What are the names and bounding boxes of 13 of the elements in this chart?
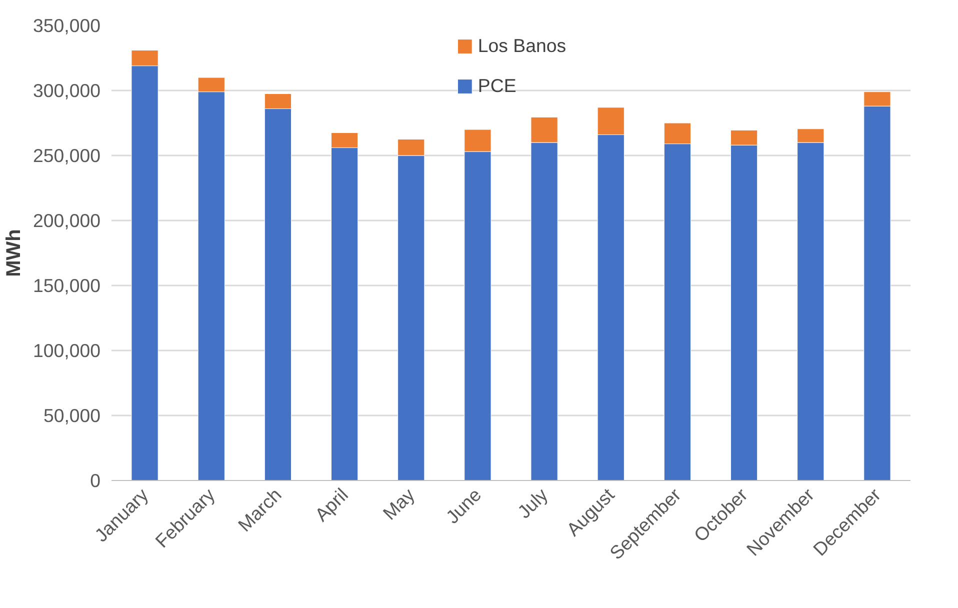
legend-label: PCE (478, 75, 516, 97)
legend-label: Los Banos (478, 35, 566, 57)
y-tick-label: 350,000 (33, 15, 101, 36)
y-tick-label: 50,000 (43, 405, 100, 426)
y-tick-label: 100,000 (33, 340, 101, 361)
y-axis-title: MWh (3, 229, 26, 277)
y-tick-label: 250,000 (33, 145, 101, 166)
x-tick-label: July (513, 484, 552, 522)
y-tick-label: 200,000 (33, 210, 101, 231)
y-tick-label: 0 (90, 470, 101, 491)
y-tick-label: 150,000 (33, 275, 101, 296)
x-tick-label: May (378, 484, 420, 524)
y-tick-label: 300,000 (33, 80, 101, 101)
